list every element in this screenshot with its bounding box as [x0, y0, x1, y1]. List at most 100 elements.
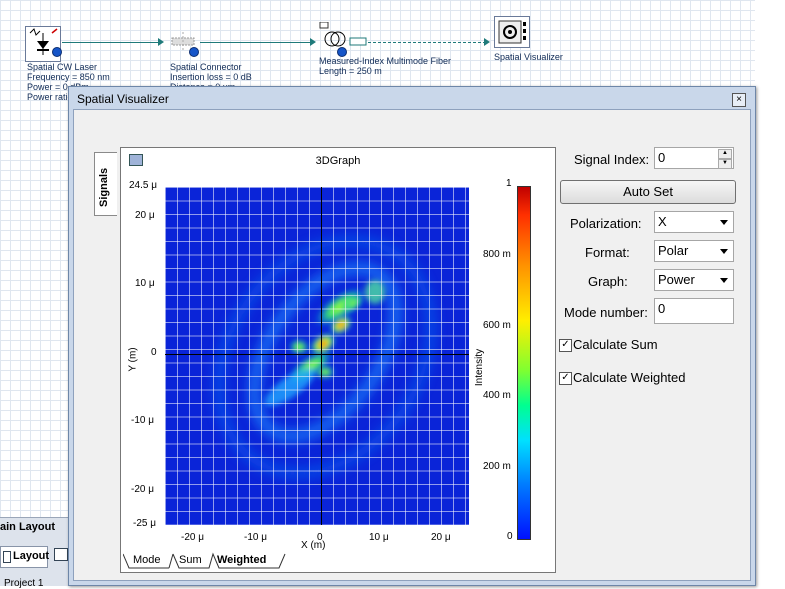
fiber-label-line: Length = 250 m [319, 66, 382, 76]
graph-panel: 3DGraph 24.5 μ 20 μ 10 μ 0 -10 μ -20 μ -… [120, 147, 556, 573]
plot-grid [165, 187, 469, 525]
graph-options-icon[interactable] [129, 154, 143, 166]
intensity-colorbar [517, 186, 531, 540]
mode-number-value: 0 [658, 301, 666, 316]
fiber-coil-icon [319, 21, 367, 47]
calc-weighted-checkbox[interactable]: ✓ [559, 372, 572, 385]
y-zero-line [321, 187, 322, 525]
link-connector-fiber [200, 42, 312, 43]
layout-tab-icon [3, 551, 11, 563]
fiber-label: Measured-Index Multimode Fiber Length = … [319, 56, 451, 76]
x-tick: -10 μ [244, 532, 267, 543]
calc-weighted-label[interactable]: Calculate Weighted [573, 370, 686, 385]
tab-mode[interactable]: Mode [133, 554, 161, 566]
spatial-visualizer-dialog: Spatial Visualizer × Signals 3DGraph 24.… [68, 86, 756, 586]
connector-icon [171, 32, 195, 51]
connector-label-line: Spatial Connector [170, 62, 242, 72]
y-tick: 24.5 μ [129, 180, 158, 191]
layout-grid-icon[interactable] [54, 548, 68, 561]
chevron-down-icon [720, 278, 728, 283]
tab-weighted[interactable]: Weighted [217, 554, 267, 566]
signal-index-value: 0 [658, 150, 666, 165]
laser-label-line: Power ratio [27, 92, 73, 102]
colorbar-tick: 0 [507, 531, 513, 542]
connector-label-line: Insertion loss = 0 dB [170, 72, 252, 82]
format-select[interactable]: Polar [654, 240, 734, 262]
tab-main-layout[interactable]: ain Layout [0, 521, 56, 533]
x-tick: 10 μ [369, 532, 389, 543]
graph-tabbar: Mode Sum Weighted [123, 552, 553, 570]
x-tick: -20 μ [181, 532, 204, 543]
document-tabs: ain Layout Layout Project 1 [0, 517, 70, 589]
graph-value: Power [658, 272, 695, 287]
y-tick: -25 μ [133, 518, 156, 529]
colorbar-label: Intensity [474, 348, 486, 387]
link-arrow-3 [484, 38, 490, 46]
fiber-label-line: Measured-Index Multimode Fiber [319, 56, 452, 66]
laser-label-line: Spatial CW Laser [27, 62, 98, 72]
link-fiber-visualizer [368, 42, 486, 43]
close-button[interactable]: × [732, 93, 746, 107]
fiber-component-icon[interactable] [318, 21, 370, 50]
connector-output-port[interactable] [189, 47, 199, 57]
x-tick: 20 μ [431, 532, 451, 543]
y-tick: -10 μ [131, 415, 154, 426]
link-laser-connector [62, 42, 162, 43]
colorbar-tick: 1 [506, 178, 512, 189]
mode-number-field[interactable]: 0 [654, 298, 734, 324]
dialog-body: Signals 3DGraph 24.5 μ 20 μ 10 μ 0 -10 μ… [73, 109, 751, 581]
tab-outline [123, 552, 286, 569]
chevron-down-icon [720, 220, 728, 225]
link-arrow-2 [310, 38, 316, 46]
visualizer-icon [498, 20, 526, 44]
format-label: Format: [585, 245, 630, 260]
stepper-up-icon[interactable]: ▲ [718, 149, 732, 159]
stepper-down-icon[interactable]: ▼ [718, 159, 732, 169]
tab-layout[interactable]: Layout [0, 546, 50, 568]
intensity-plot[interactable] [165, 187, 469, 525]
tab-signals-label: Signals [98, 167, 110, 207]
polarization-label: Polarization: [570, 216, 642, 231]
y-tick: 10 μ [135, 278, 155, 289]
graph-title: 3DGraph [315, 155, 361, 167]
laser-output-port[interactable] [52, 47, 62, 57]
x-axis-label: X (m) [301, 540, 326, 551]
colorbar-tick: 600 m [483, 320, 511, 331]
laser-label-line: Power = 0 dBm [27, 82, 89, 92]
laser-diode-icon [29, 28, 58, 55]
visualizer-component-icon[interactable] [494, 16, 530, 48]
mode-number-label: Mode number: [564, 305, 648, 320]
chevron-down-icon [720, 249, 728, 254]
tab-signals[interactable]: Signals [94, 152, 117, 216]
signal-index-label: Signal Index: [574, 152, 650, 167]
signal-index-stepper[interactable]: ▲ ▼ [718, 149, 732, 169]
signal-index-field[interactable]: 0 ▲ ▼ [654, 147, 734, 169]
graph-select[interactable]: Power [654, 269, 734, 291]
fiber-output-port[interactable] [337, 47, 347, 57]
y-tick: 0 [151, 347, 157, 358]
auto-set-button[interactable]: Auto Set [560, 180, 736, 204]
x-zero-line [165, 354, 469, 355]
colorbar-tick: 400 m [483, 390, 511, 401]
x-tick: 0 [317, 532, 323, 543]
y-tick: 20 μ [135, 210, 155, 221]
graph-label: Graph: [588, 274, 628, 289]
project-tab[interactable]: Project 1 [4, 578, 44, 589]
tab-layout-label: Layout [13, 550, 50, 562]
y-tick: -20 μ [131, 484, 154, 495]
link-arrow-1 [158, 38, 164, 46]
calc-sum-label[interactable]: Calculate Sum [573, 337, 658, 352]
visualizer-label: Spatial Visualizer [494, 52, 563, 62]
format-value: Polar [658, 243, 689, 258]
connector-component-icon[interactable] [168, 30, 198, 52]
dialog-title: Spatial Visualizer [77, 92, 169, 106]
polarization-value: X [658, 214, 667, 229]
polarization-select[interactable]: X [654, 211, 734, 233]
visualizer-label-line: Spatial Visualizer [494, 52, 563, 62]
colorbar-tick: 800 m [483, 249, 511, 260]
y-axis-label: Y (m) [127, 347, 139, 372]
laser-label-line: Frequency = 850 nm [27, 72, 110, 82]
tab-sum[interactable]: Sum [179, 554, 202, 566]
laser-label: Spatial CW Laser Frequency = 850 nm Powe… [27, 62, 110, 102]
calc-sum-checkbox[interactable]: ✓ [559, 339, 572, 352]
